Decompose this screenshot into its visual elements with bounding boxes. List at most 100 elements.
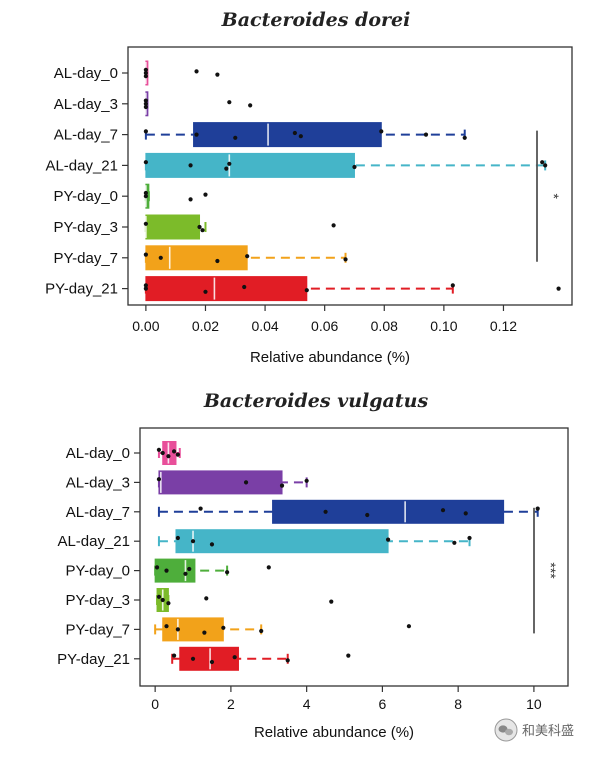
data-point <box>175 535 180 541</box>
data-point <box>242 284 247 290</box>
data-point <box>143 104 148 110</box>
data-point <box>343 257 348 262</box>
x-tick-label: 0.08 <box>371 318 398 334</box>
data-point <box>200 228 205 233</box>
data-point <box>198 506 203 511</box>
data-point <box>331 223 336 228</box>
category-label: AL-day_0 <box>54 65 118 82</box>
box-AL-day_21: AL-day_21 <box>45 152 548 178</box>
data-point <box>188 163 193 168</box>
box-iqr <box>145 214 201 240</box>
data-point <box>203 289 208 294</box>
data-point <box>346 653 351 658</box>
panel-bacteroides-vulgatus: Bacteroides vulgatus 0 2 4 6 8 10 Relative abun… <box>57 390 569 741</box>
data-point <box>143 101 148 106</box>
data-point <box>298 134 303 139</box>
x-tick-label: 2 <box>227 696 235 712</box>
data-point <box>197 224 202 230</box>
category-label: PY-day_21 <box>57 651 130 668</box>
data-point <box>143 98 148 103</box>
box-AL-day_0: AL-day_0 <box>66 441 181 465</box>
watermark: 和美科盛 <box>494 718 574 742</box>
box-iqr <box>272 499 505 524</box>
data-point <box>556 286 561 291</box>
x-tick-label: 6 <box>379 696 387 712</box>
box-PY-day_0: PY-day_0 <box>54 183 208 209</box>
data-point <box>143 74 148 79</box>
category-label: PY-day_0 <box>66 563 131 580</box>
data-point <box>183 571 188 576</box>
category-label: PY-day_21 <box>45 281 118 298</box>
data-point <box>221 625 226 630</box>
data-point <box>202 630 207 635</box>
watermark-text: 和美科盛 <box>522 724 574 739</box>
data-point <box>323 509 328 514</box>
data-point <box>143 221 148 226</box>
box-iqr <box>145 152 355 178</box>
category-label: AL-day_3 <box>66 474 130 491</box>
box-iqr <box>193 122 382 148</box>
data-point <box>224 166 229 171</box>
box-AL-day_3: AL-day_3 <box>54 91 253 117</box>
significance-label: *** <box>543 562 559 579</box>
box-AL-day_3: AL-day_3 <box>66 470 309 495</box>
box-AL-day_7: AL-day_7 <box>66 499 540 524</box>
data-point <box>209 659 215 665</box>
significance-label: * <box>546 193 562 199</box>
data-point <box>156 477 162 482</box>
x-tick-label: 0.02 <box>192 318 219 334</box>
box-PY-day_7: PY-day_7 <box>54 245 348 271</box>
data-point <box>266 565 271 570</box>
plot-frame <box>139 427 569 687</box>
data-point <box>423 132 429 137</box>
x-axis-label: Relative abundance (%) <box>250 349 410 366</box>
data-point <box>194 69 199 74</box>
x-tick-label: 4 <box>303 696 311 712</box>
box-iqr <box>179 646 239 671</box>
data-point <box>232 655 237 660</box>
box-iqr <box>162 617 224 642</box>
box-iqr <box>145 276 308 302</box>
box-PY-day_21: PY-day_21 <box>45 276 561 302</box>
box-PY-day_3: PY-day_3 <box>54 214 336 240</box>
data-point <box>227 161 232 166</box>
data-point <box>143 129 148 134</box>
box-AL-day_21: AL-day_21 <box>57 529 472 554</box>
category-label: AL-day_7 <box>66 504 130 521</box>
category-label: PY-day_7 <box>66 621 131 638</box>
data-point <box>143 160 148 165</box>
data-point <box>215 258 220 264</box>
chart-title: Bacteroides dorei <box>221 9 411 31</box>
x-axis-label: Relative abundance (%) <box>254 724 414 741</box>
data-point <box>209 542 215 547</box>
data-point <box>164 568 169 573</box>
box-iqr <box>158 470 283 495</box>
data-point <box>279 483 285 488</box>
data-point <box>329 599 334 604</box>
data-point <box>194 132 199 137</box>
category-label: AL-day_21 <box>57 533 130 550</box>
data-point <box>166 601 171 606</box>
data-point <box>352 164 357 170</box>
data-point <box>156 594 162 599</box>
data-point <box>175 627 180 632</box>
data-point <box>143 70 148 76</box>
x-tick-label: 8 <box>454 696 462 712</box>
data-point <box>406 624 412 629</box>
data-point <box>143 283 148 288</box>
x-tick-label: 0.10 <box>430 318 457 334</box>
data-point <box>203 192 208 197</box>
box-AL-day_7: AL-day_7 <box>54 122 467 148</box>
category-label: AL-day_0 <box>66 445 130 462</box>
data-point <box>245 254 250 259</box>
data-point <box>452 540 457 545</box>
data-point <box>143 252 148 257</box>
data-point <box>225 570 230 575</box>
data-point <box>171 449 177 454</box>
data-point <box>365 512 370 518</box>
data-point <box>467 535 472 541</box>
category-label: PY-day_0 <box>54 188 119 205</box>
data-point <box>379 129 384 134</box>
data-point <box>175 452 180 457</box>
